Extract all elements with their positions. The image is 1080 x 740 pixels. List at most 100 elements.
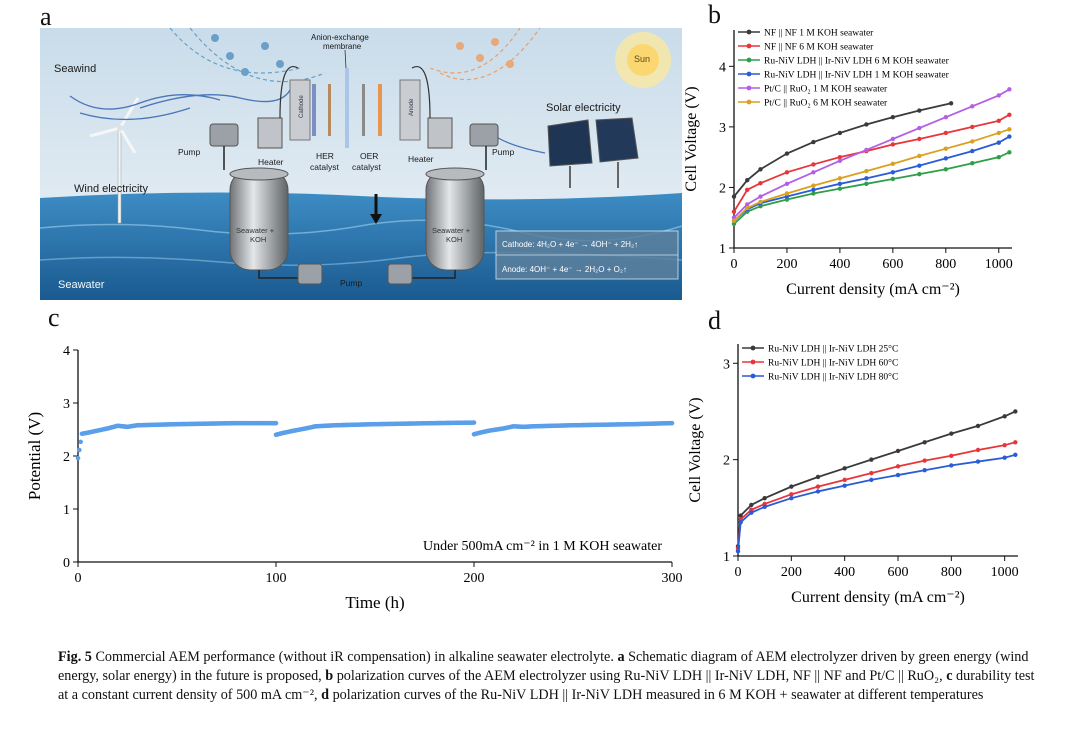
label-pump-bottom: Pump: [340, 278, 362, 288]
data-point: [471, 420, 477, 425]
y-tick-label: 1: [63, 503, 70, 518]
label-anode: Anode: [409, 98, 415, 116]
caption-b: b: [325, 668, 334, 684]
data-point: [77, 447, 82, 453]
data-point: [1007, 112, 1012, 117]
data-point: [758, 199, 763, 205]
data-point: [869, 470, 874, 476]
data-point: [890, 161, 896, 167]
data-point: [762, 495, 767, 501]
caption-text-3: polarization curves of the AEM electroly…: [333, 668, 947, 684]
data-point: [1002, 455, 1007, 460]
data-point: [749, 502, 754, 508]
data-point: [811, 162, 816, 167]
data-point: [784, 151, 790, 156]
data-point: [917, 125, 922, 131]
series-3: [471, 420, 675, 437]
solar-panel-icon: [547, 117, 639, 188]
data-point: [1002, 414, 1007, 419]
x-tick-label: 800: [935, 257, 956, 272]
series-5: [731, 87, 1012, 220]
data-point: [864, 168, 869, 174]
data-point: [837, 176, 843, 181]
legend-label: Ru-NiV LDH || Ir-NiV LDH 1 M KOH seawate…: [764, 71, 950, 81]
label-seawater: Seawater: [58, 279, 105, 291]
data-point: [745, 187, 750, 193]
data-point: [837, 158, 843, 163]
data-point: [731, 194, 737, 199]
legend: NF || NF 1 M KOH seawater NF || NF 6 M KO…: [738, 29, 950, 109]
x-tick-label: 100: [266, 571, 287, 586]
data-point: [917, 136, 922, 142]
caption-text-4: durability test at a constant current de…: [58, 668, 1035, 703]
series-2: [735, 440, 1018, 551]
data-point: [890, 176, 896, 182]
chart-b: 0 200 400 600 800 1000 1 2 3 4 Current density (mA…: [683, 29, 1013, 299]
data-point: [864, 181, 869, 187]
y-tick-label: 1: [723, 550, 730, 565]
data-point: [758, 194, 763, 199]
data-point: [922, 440, 927, 445]
data-point: [975, 423, 981, 429]
data-point: [864, 147, 869, 153]
data-point: [890, 142, 896, 147]
data-point: [949, 463, 954, 468]
y-axis-label: Cell Voltage (V): [687, 397, 704, 502]
data-point: [1007, 127, 1012, 132]
data-point: [1007, 150, 1012, 155]
caption-fig: Fig. 5: [58, 649, 92, 665]
series-line: [737, 453, 1016, 552]
data-point: [996, 140, 1001, 145]
data-point: [970, 148, 975, 154]
data-point: [917, 153, 922, 159]
legend-label: NF || NF 1 M KOH seawater: [764, 29, 874, 39]
series-3: [735, 452, 1018, 554]
x-tick-label: 600: [888, 565, 909, 580]
data-point: [811, 139, 816, 145]
label-cathode: Cathode: [299, 95, 305, 118]
caption-d: d: [321, 687, 330, 703]
legend-marker: [746, 29, 752, 35]
data-point: [970, 124, 975, 130]
data-point: [789, 492, 794, 497]
data-point: [789, 495, 794, 501]
label-heater-left: Heater: [258, 157, 284, 167]
legend-label: Ru-NiV LDH || Ir-NiV LDH 6 M KOH seawate…: [764, 57, 950, 67]
data-point: [815, 489, 821, 494]
data-point: [745, 205, 750, 211]
x-tick-label: 200: [776, 257, 797, 272]
data-point: [731, 221, 737, 226]
series-line: [733, 151, 1010, 225]
data-point: [75, 455, 81, 461]
label-her-2: catalyst: [310, 162, 339, 172]
y-axis-label: Potential (V): [25, 412, 44, 500]
data-point: [745, 202, 750, 207]
legend-marker: [746, 43, 752, 49]
data-point: [815, 474, 821, 480]
legend-marker: [746, 57, 752, 63]
x-tick-label: 1000: [991, 565, 1019, 580]
series-line: [737, 441, 1016, 549]
data-point: [784, 181, 790, 187]
y-axis-label: Cell Voltage (V): [683, 86, 700, 191]
x-tick-label: 800: [941, 565, 962, 580]
label-pump-left: Pump: [178, 147, 200, 157]
data-point: [996, 154, 1001, 160]
series-line: [737, 410, 1016, 547]
caption-text-5: polarization curves of the Ru-NiV LDH ||…: [329, 687, 984, 703]
data-point: [731, 209, 737, 214]
data-point: [758, 167, 763, 172]
caption-text-1: Commercial AEM performance (without iR c…: [91, 649, 618, 665]
data-point: [970, 161, 975, 166]
chart-c: 0 100 200 300 0 1 2 3 4 Time (h) Potential (V) Unde…: [25, 344, 683, 612]
x-tick-label: 600: [882, 257, 903, 272]
data-point: [735, 548, 741, 554]
x-axis-label: Time (h): [345, 593, 404, 612]
data-point: [745, 177, 750, 183]
data-point: [669, 420, 675, 426]
data-point: [731, 218, 737, 223]
label-tank-right-2: KOH: [446, 235, 462, 244]
label-membrane-2: membrane: [323, 42, 362, 51]
x-axis-label: Current density (mA cm⁻²): [786, 281, 960, 298]
anode-equation: Anode: 4OH⁻ + 4e⁻ → 2H₂O + O₂↑: [502, 265, 627, 274]
